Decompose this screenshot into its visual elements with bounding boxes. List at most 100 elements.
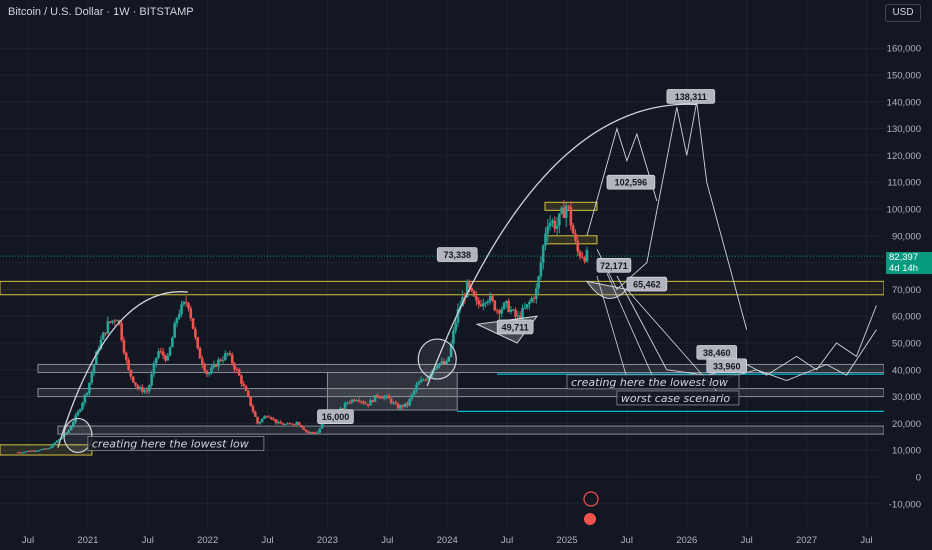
candle-body	[134, 382, 137, 386]
time-tick-label: 2027	[796, 535, 817, 546]
candle-body	[120, 323, 123, 341]
candle-body	[143, 390, 147, 392]
candle-body	[263, 416, 266, 419]
candle-body	[571, 225, 575, 234]
candle-body	[131, 376, 135, 383]
candle-body	[399, 405, 402, 409]
projection-path-3	[616, 275, 877, 376]
price-tick-label: 160,000	[887, 44, 921, 55]
candle-body	[101, 332, 105, 340]
projection-arrow	[626, 289, 718, 392]
candle-body	[362, 401, 365, 404]
candle-body	[161, 351, 165, 356]
candle-body	[265, 416, 269, 418]
candle-body	[424, 379, 428, 381]
candle-body	[260, 418, 264, 422]
annotation-box	[616, 390, 740, 406]
price-label-text: 102,596	[615, 178, 648, 188]
candle-body	[187, 303, 190, 309]
candle-body	[408, 398, 411, 406]
candles	[16, 200, 589, 454]
price-tick-label: 150,000	[887, 71, 921, 82]
time-tick-label: Jul	[860, 535, 872, 546]
price-label-box	[317, 409, 354, 425]
candle-body	[95, 351, 98, 365]
candle-body	[553, 220, 557, 229]
candle-body	[194, 329, 197, 338]
candle-body	[537, 276, 540, 289]
candle-body	[88, 382, 91, 393]
candle-body	[470, 287, 474, 291]
candle-body	[320, 423, 324, 429]
candle-body	[355, 400, 358, 402]
candle-body	[539, 262, 543, 277]
annotation-text: creating here the lowest low	[571, 376, 728, 389]
flag-icon	[584, 513, 596, 525]
time-tick-label: 2021	[77, 535, 98, 546]
candle-body	[210, 367, 213, 374]
candle-body	[157, 351, 160, 358]
drawings: 138,311 102,596 72,171 65,462 73,338 49,711 38…	[57, 89, 877, 525]
candle-body	[72, 422, 75, 427]
candle-body	[541, 245, 545, 263]
candle-body	[376, 395, 379, 397]
candle-body	[583, 257, 586, 262]
candle-body	[221, 359, 225, 361]
candle-body	[290, 423, 294, 425]
price-label-box	[706, 358, 748, 374]
candle-body	[249, 396, 252, 406]
highlight-circle-2023	[417, 338, 457, 380]
candle-body	[173, 323, 176, 338]
price-tick-label: 90,000	[892, 231, 921, 242]
candle-body	[25, 451, 29, 453]
candle-body	[576, 240, 580, 252]
candle-body	[313, 432, 317, 434]
candle-body	[389, 398, 393, 404]
candle-body	[562, 207, 566, 218]
candle-body	[279, 421, 282, 424]
candle-body	[136, 385, 140, 389]
zone-40k	[37, 363, 885, 373]
price-tick-label: 60,000	[892, 312, 921, 323]
candle-body	[270, 417, 273, 420]
candle-body	[92, 364, 96, 374]
chart-title: Bitcoin / U.S. Dollar · 1W · BITSTAMP	[8, 6, 194, 18]
price-tick-label: -10,000	[889, 499, 921, 510]
candle-body	[19, 452, 22, 454]
price-axis[interactable]: 160,000 150,000 140,000 130,000 120,000 110,0…	[884, 0, 932, 550]
candle-body	[244, 385, 248, 392]
candle-body	[39, 449, 43, 451]
time-axis[interactable]: Jul 2021 Jul 2022 Jul 2023 Jul 2024 Jul 2025 Jul 20…	[22, 535, 873, 546]
candle-body	[544, 233, 547, 246]
price-label-text: 16,000	[322, 412, 350, 422]
candle-body	[148, 385, 151, 392]
alert-icon	[583, 491, 599, 507]
time-tick-label: Jul	[741, 535, 753, 546]
zone-30k	[37, 388, 885, 398]
candle-body	[115, 320, 119, 322]
candle-body	[350, 399, 354, 403]
candle-body	[429, 374, 432, 378]
highlight-circle-2020	[63, 417, 93, 454]
candle-body	[341, 408, 345, 410]
time-tick-label: Jul	[261, 535, 273, 546]
candle-body	[164, 355, 167, 361]
candle-body	[196, 337, 199, 349]
candle-body	[449, 343, 453, 357]
candle-body	[353, 399, 356, 402]
candle-body	[138, 387, 142, 389]
candle-body	[111, 320, 114, 323]
candle-body	[76, 411, 80, 416]
candle-body	[454, 322, 457, 331]
candle-body	[452, 330, 455, 344]
candle-body	[403, 403, 407, 407]
time-tick-label: Jul	[381, 535, 393, 546]
candle-body	[51, 444, 54, 448]
candle-body	[108, 321, 112, 323]
candle-body	[48, 447, 52, 449]
candle-body	[567, 205, 570, 207]
candle-body	[426, 377, 430, 380]
currency-button[interactable]: USD	[885, 4, 921, 22]
price-tick-label: 40,000	[892, 365, 921, 376]
